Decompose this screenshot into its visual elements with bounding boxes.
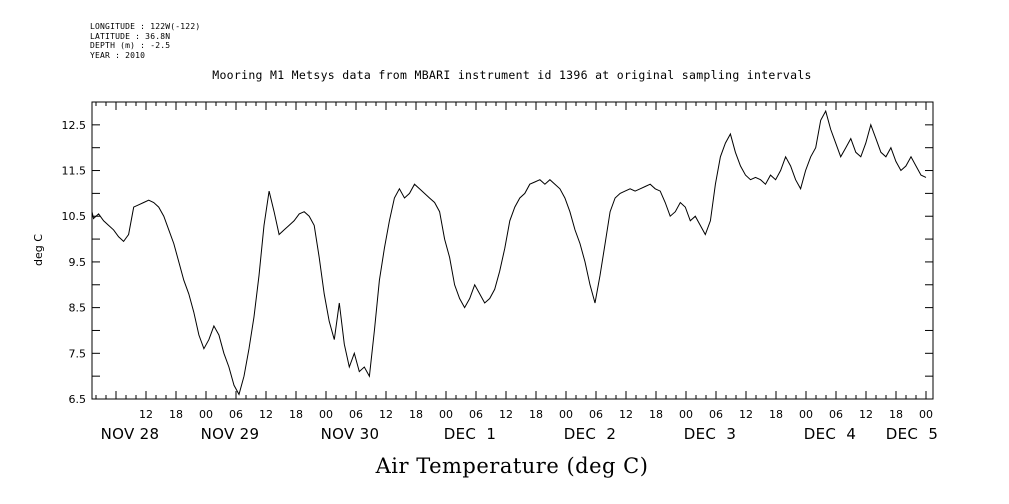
x-hour-label: 06: [469, 408, 483, 421]
depth-label: DEPTH (m) : -2.5: [90, 41, 171, 50]
x-hour-label: 12: [739, 408, 753, 421]
x-axis: 12 18 00 06 12 18 00 06 12 18 00 06 12 18 00 06 12 18 00 06…: [95, 102, 938, 443]
x-hour-label: 18: [409, 408, 423, 421]
x-day-label: DEC 2: [564, 425, 616, 443]
x-hour-label: 18: [769, 408, 783, 421]
x-hour-label: 06: [589, 408, 603, 421]
x-hour-label: 06: [349, 408, 363, 421]
x-day-label: NOV 28: [101, 425, 160, 443]
x-day-label: DEC 3: [684, 425, 736, 443]
x-hour-label: 12: [499, 408, 513, 421]
x-hour-label: 06: [229, 408, 243, 421]
y-tick-label: 10.5: [62, 210, 87, 223]
x-hour-label: 18: [889, 408, 903, 421]
y-tick-label: 9.5: [69, 256, 87, 269]
x-hour-label: 00: [919, 408, 933, 421]
x-hour-label: 12: [139, 408, 153, 421]
x-day-label: NOV 30: [321, 425, 380, 443]
x-hour-label: 18: [649, 408, 663, 421]
x-hour-label: 00: [799, 408, 813, 421]
x-hour-label: 00: [559, 408, 573, 421]
x-day-label: NOV 29: [201, 425, 260, 443]
x-hour-label: 12: [859, 408, 873, 421]
x-hour-label: 06: [829, 408, 843, 421]
x-hour-label: 00: [319, 408, 333, 421]
year-label: YEAR : 2010: [90, 50, 146, 60]
y-axis-label: deg C: [32, 234, 45, 266]
x-hour-label: 06: [709, 408, 723, 421]
latitude-label: LATITUDE : 36.8N: [90, 31, 171, 41]
y-tick-label: 12.5: [62, 119, 87, 132]
longitude-label: LONGITUDE : 122W(-122): [90, 22, 201, 31]
x-day-label: DEC 4: [804, 425, 856, 443]
x-hour-label: 18: [529, 408, 543, 421]
y-tick-label: 7.5: [69, 347, 87, 360]
y-tick-label: 6.5: [69, 393, 87, 406]
x-day-label: DEC 5: [886, 425, 938, 443]
x-hour-label: 18: [289, 408, 303, 421]
x-hour-label: 12: [379, 408, 393, 421]
series-line: [91, 109, 927, 396]
y-tick-label: 8.5: [69, 302, 87, 315]
x-day-label: DEC 1: [444, 425, 496, 443]
x-hour-label: 00: [439, 408, 453, 421]
x-hour-label: 12: [619, 408, 633, 421]
metadata-block: LONGITUDE : 122W(-122) LATITUDE : 36.8N …: [90, 22, 200, 60]
y-axis: 6.5 7.5 8.5 9.5 10.5 11.5 12.5: [62, 101, 933, 406]
x-hour-label: 00: [679, 408, 693, 421]
x-hour-label: 12: [259, 408, 273, 421]
x-axis-title: Air Temperature (deg C): [375, 454, 649, 478]
x-hour-label: 00: [199, 408, 213, 421]
plot-frame: [91, 101, 934, 400]
chart-title: Mooring M1 Metsys data from MBARI instru…: [212, 68, 812, 82]
y-tick-label: 11.5: [62, 165, 87, 178]
x-hour-label: 18: [169, 408, 183, 421]
